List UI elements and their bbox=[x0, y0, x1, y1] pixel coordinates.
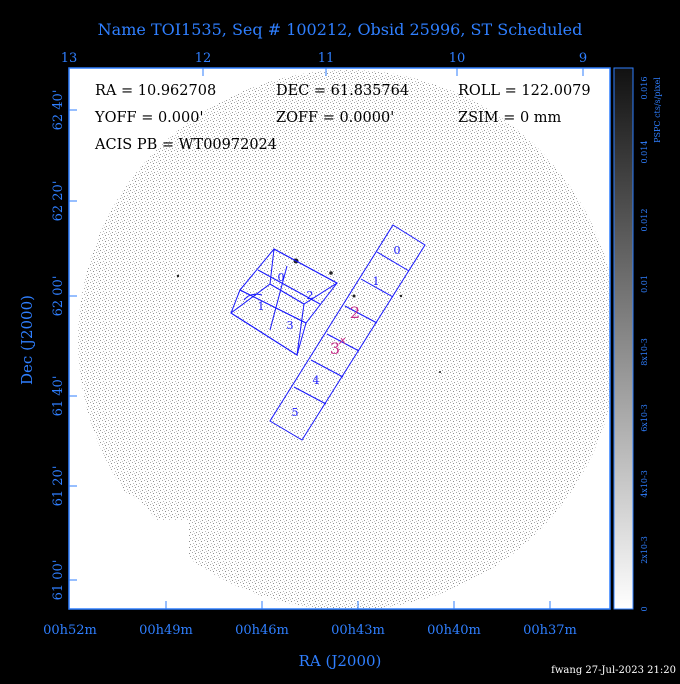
chip-label-s0: 0 bbox=[394, 244, 401, 257]
colorbar-tick-label: 0.012 bbox=[640, 209, 649, 232]
observation-info: RA = 10.962708 DEC = 61.835764 ROLL = 12… bbox=[94, 83, 591, 153]
bottom-tick-label: 00h37m bbox=[523, 623, 577, 638]
bottom-tick-label: 00h46m bbox=[235, 623, 289, 638]
top-tick-label: 11 bbox=[318, 51, 335, 66]
info-acis: ACIS PB = WT00972024 bbox=[94, 137, 277, 153]
colorbar-tick-label: 0.01 bbox=[640, 275, 649, 293]
chip-s-strip bbox=[269, 224, 426, 441]
chip-label-i3: 3 bbox=[287, 319, 294, 332]
chip-label-s3: 3 bbox=[330, 339, 340, 358]
top-tick-label: 9 bbox=[579, 51, 587, 66]
top-tick-label: 13 bbox=[61, 51, 78, 66]
colorbar-tick-label: 4x10-3 bbox=[640, 470, 649, 498]
colorbar-label: PSPC cts/s/pixel bbox=[653, 77, 662, 143]
info-ra: RA = 10.962708 bbox=[95, 83, 216, 99]
info-yoff: YOFF = 0.000' bbox=[94, 110, 203, 126]
chip-labels: 0 1 4 5 0 1 2 3 bbox=[258, 244, 401, 419]
top-axis: 13 12 11 10 9 bbox=[61, 51, 587, 76]
colorbar-tick-label: 0.016 bbox=[640, 77, 649, 100]
footer-stamp: fwang 27-Jul-2023 21:20 bbox=[551, 665, 676, 676]
left-tick-label: 61 20' bbox=[51, 466, 66, 507]
info-zsim: ZSIM = 0 mm bbox=[458, 110, 562, 126]
chip-label-i2: 2 bbox=[307, 289, 314, 302]
left-tick-label: 61 00' bbox=[51, 560, 66, 601]
chip-label-i0: 0 bbox=[278, 271, 285, 284]
left-tick-label: 62 00' bbox=[51, 276, 66, 317]
colorbar-ticks: 0 2x10-3 4x10-3 6x10-3 8x10-3 0.01 0.012… bbox=[640, 77, 649, 612]
colorbar-tick-label: 6x10-3 bbox=[640, 404, 649, 432]
bottom-tick-label: 00h49m bbox=[139, 623, 193, 638]
bottom-tick-label: 00h40m bbox=[427, 623, 481, 638]
chip-label-s5: 5 bbox=[292, 406, 299, 419]
left-tick-label: 62 20' bbox=[51, 181, 66, 222]
colorbar-tick-label: 0 bbox=[640, 606, 649, 611]
colorbar-tick-label: 0.014 bbox=[640, 141, 649, 164]
plot-area: 0 1 4 5 0 1 2 3 2 3 RA = 10.962708 DEC =… bbox=[68, 67, 611, 610]
acis-chips bbox=[230, 224, 426, 441]
colorbar: 0 2x10-3 4x10-3 6x10-3 8x10-3 0.01 0.012… bbox=[613, 67, 662, 612]
chip-label-s2: 2 bbox=[350, 303, 360, 322]
info-dec: DEC = 61.835764 bbox=[276, 83, 409, 99]
left-tick-label: 62 40' bbox=[51, 90, 66, 131]
chip-label-s4: 4 bbox=[313, 374, 320, 387]
bottom-tick-label: 00h52m bbox=[43, 623, 97, 638]
info-roll: ROLL = 122.0079 bbox=[458, 83, 591, 99]
y-axis-label: Dec (J2000) bbox=[18, 295, 36, 385]
top-tick-label: 10 bbox=[449, 51, 466, 66]
left-axis: 62 40' 62 20' 62 00' 61 40' 61 20' 61 00… bbox=[18, 90, 77, 601]
bottom-axis: 00h52m 00h49m 00h46m 00h43m 00h40m 00h37… bbox=[43, 601, 577, 670]
chart-title: Name TOI1535, Seq # 100212, Obsid 25996,… bbox=[98, 20, 583, 39]
chip-label-i1: 1 bbox=[258, 300, 265, 313]
x-axis-label: RA (J2000) bbox=[299, 652, 382, 670]
chip-i3 bbox=[230, 283, 305, 356]
left-tick-label: 61 40' bbox=[51, 376, 66, 417]
chip-label-s1: 1 bbox=[373, 275, 380, 288]
colorbar-tick-label: 2x10-3 bbox=[640, 536, 649, 564]
info-zoff: ZOFF = 0.0000' bbox=[276, 110, 394, 126]
aimpoint-labels: 2 3 bbox=[330, 303, 360, 358]
top-tick-label: 12 bbox=[195, 51, 212, 66]
point-sources bbox=[176, 258, 441, 373]
bottom-tick-label: 00h43m bbox=[331, 623, 385, 638]
colorbar-tick-label: 8x10-3 bbox=[640, 338, 649, 366]
